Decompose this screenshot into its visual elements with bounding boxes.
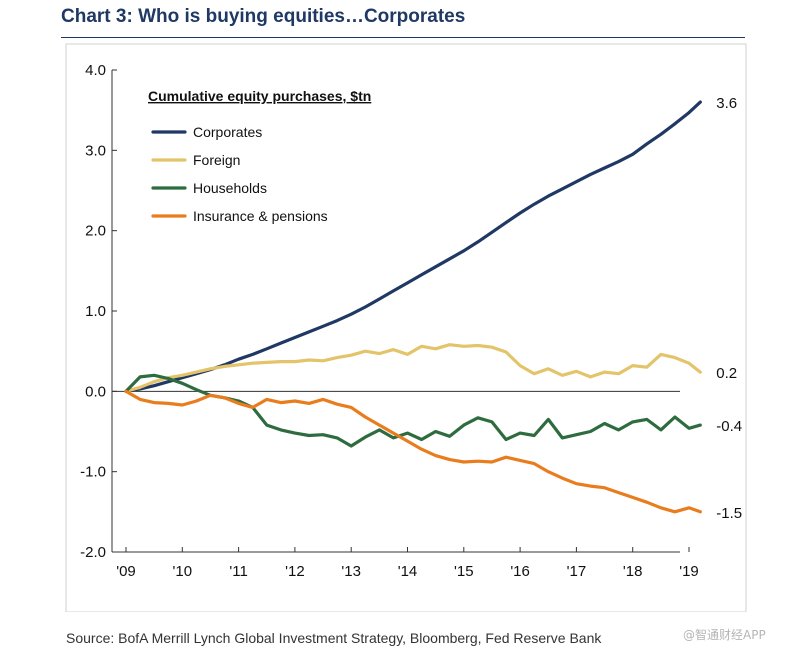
y-tick-label: 4.0 — [85, 62, 106, 79]
legend-title: Cumulative equity purchases, $tn — [148, 88, 371, 104]
end-labels: 3.6 0.2 -0.4 -1.5 — [716, 95, 742, 522]
chart-series — [124, 100, 702, 514]
series-line-foreign — [124, 343, 702, 393]
series-line-insurance-pensions — [124, 389, 702, 514]
legend-label: Corporates — [193, 124, 262, 140]
legend-label: Insurance & pensions — [193, 208, 328, 224]
x-tick-label: '18 — [623, 563, 643, 580]
x-tick-label: '09 — [116, 563, 136, 580]
x-tick-label: '19 — [679, 563, 699, 580]
end-label-insurance-pensions: -1.5 — [716, 505, 742, 522]
end-label-foreign: 0.2 — [716, 365, 737, 382]
series-line-corporates — [124, 100, 702, 393]
plot-frame — [65, 43, 747, 612]
y-tick-label: 1.0 — [85, 303, 106, 320]
chart-axes: 4.0 3.0 2.0 1.0 0.0 -1.0 -2.0 '09 '10 '11 '12 '13 '1… — [80, 62, 699, 580]
end-label-corporates: 3.6 — [716, 95, 737, 112]
series-line-households — [124, 373, 702, 448]
legend-label: Households — [193, 180, 267, 196]
chart-legend: Cumulative equity purchases, $tn Corpora… — [148, 88, 371, 224]
y-tick-label: 0.0 — [85, 383, 106, 400]
x-tick-label: '15 — [454, 563, 474, 580]
watermark: @智通财经APP — [683, 628, 766, 642]
chart-title: Chart 3: Who is buying equities…Corporat… — [61, 6, 466, 27]
x-tick-label: '11 — [229, 563, 247, 580]
y-tick-label: 3.0 — [85, 142, 106, 159]
line-chart: 4.0 3.0 2.0 1.0 0.0 -1.0 -2.0 '09 '10 '11 '12 '13 '1… — [65, 43, 747, 612]
y-tick-label: -1.0 — [80, 464, 106, 481]
x-tick-label: '16 — [510, 563, 530, 580]
y-tick-label: -2.0 — [80, 544, 106, 561]
x-tick-label: '10 — [173, 563, 193, 580]
x-tick-label: '14 — [398, 563, 418, 580]
x-tick-label: '12 — [285, 563, 305, 580]
x-tick-label: '13 — [341, 563, 361, 580]
y-tick-label: 2.0 — [85, 223, 106, 240]
source-note: Source: BofA Merrill Lynch Global Invest… — [66, 630, 602, 646]
x-tick-label: '17 — [567, 563, 587, 580]
end-label-households: -0.4 — [716, 418, 742, 435]
title-divider — [61, 37, 745, 38]
legend-label: Foreign — [193, 152, 240, 168]
